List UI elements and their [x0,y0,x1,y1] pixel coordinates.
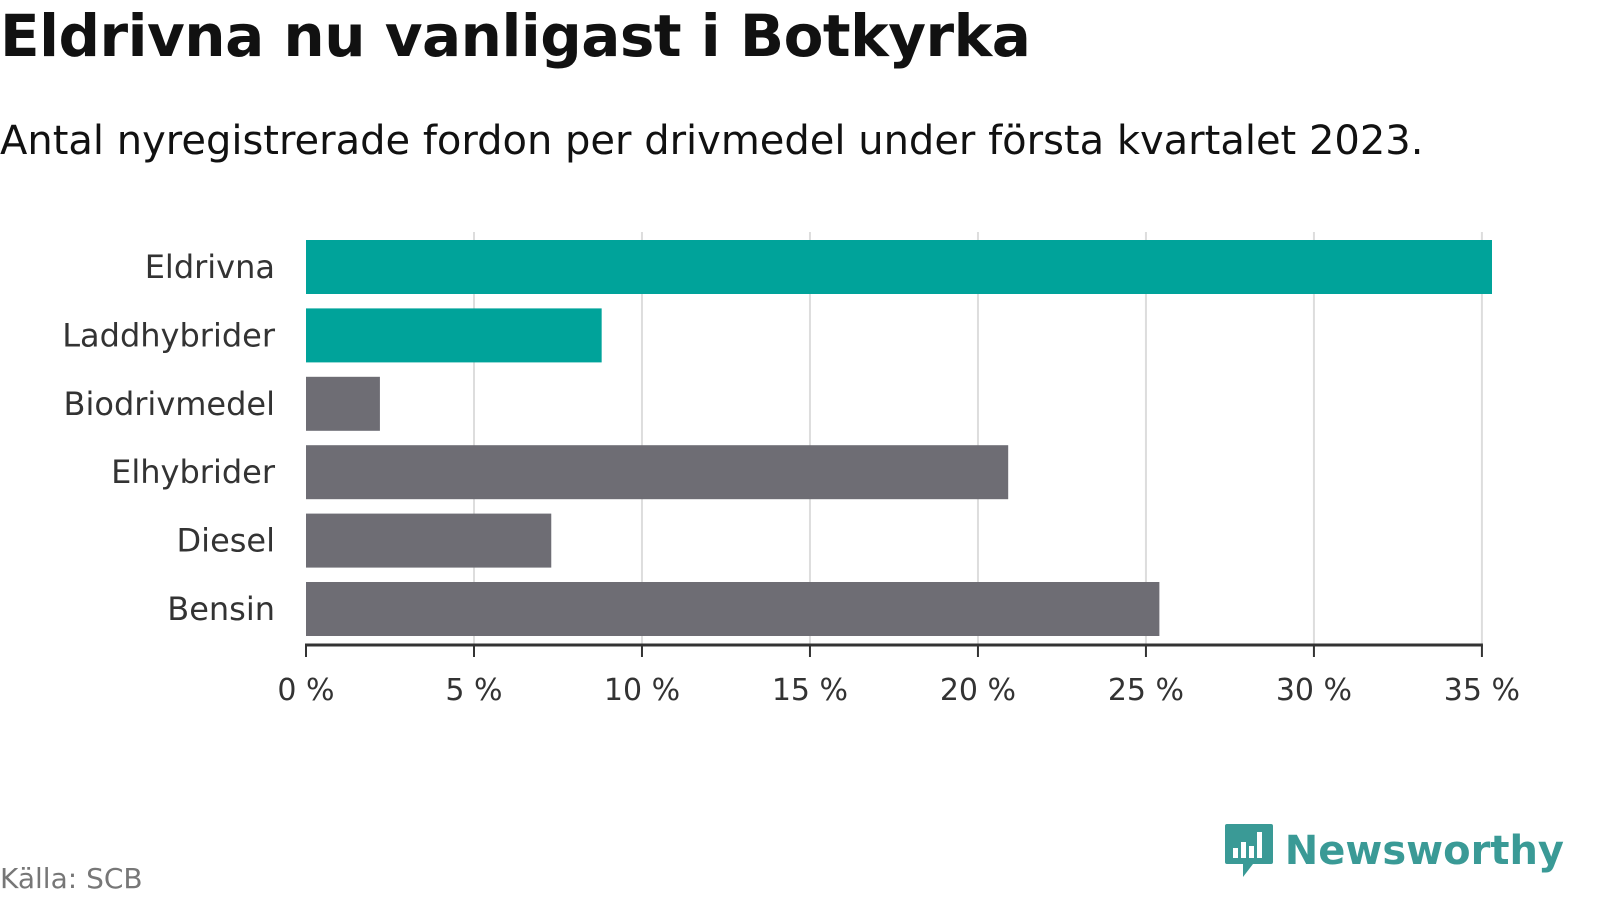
x-tick-label: 5 % [445,673,502,708]
source-note: Källa: SCB [0,862,143,895]
category-label: Elhybrider [111,453,276,491]
category-label: Diesel [177,522,275,560]
x-tick-label: 20 % [940,673,1016,708]
category-labels: Eldrivna Laddhybrider Biodrivmedel Elhybrid… [62,248,276,628]
bar [306,582,1160,636]
bar [306,308,602,363]
x-tick-label: 15 % [772,673,848,708]
x-tick-label: 25 % [1108,673,1184,708]
bar [306,376,380,431]
bar [306,240,1492,294]
x-axis: 0 % 5 % 10 % 15 % 20 % 25 % 30 % 35 % [277,643,1520,708]
bars [306,240,1492,636]
x-tick-label: 30 % [1276,673,1352,708]
newsworthy-logo-icon [1224,824,1273,877]
x-tick-label: 35 % [1444,673,1520,708]
chart-subtitle: Antal nyregistrerade fordon per drivmede… [0,118,1424,164]
category-label: Laddhybrider [62,316,276,354]
category-label: Biodrivmedel [64,385,275,423]
x-tick-label: 0 % [277,673,334,708]
x-tick-label: 10 % [604,673,680,708]
brand-name: Newsworthy [1284,828,1564,874]
bar [306,513,552,568]
grid-lines [472,232,1483,645]
bar [306,445,1009,500]
brand-logo: Newsworthy [1223,822,1564,880]
bar-chart: Eldrivna Laddhybrider Biodrivmedel Elhybrid… [62,232,1520,708]
chart-title: Eldrivna nu vanligast i Botkyrka [0,2,1031,70]
category-label: Bensin [167,590,275,628]
category-label: Eldrivna [145,248,275,286]
